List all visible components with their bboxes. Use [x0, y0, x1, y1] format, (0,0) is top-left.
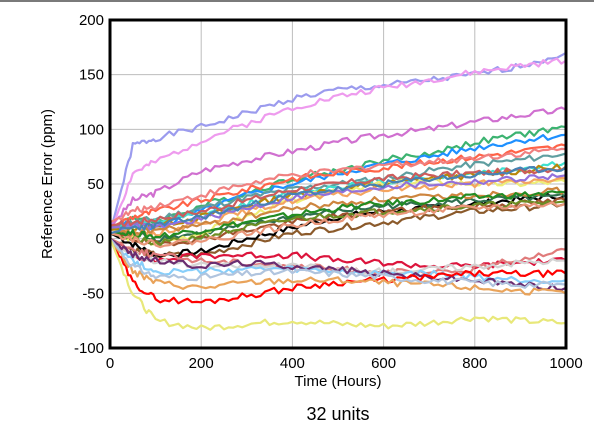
x-tick-label: 0 [106, 355, 114, 372]
x-tick-labels: 0 200 400 600 800 1000 [106, 355, 583, 372]
x-tick-label: 800 [462, 355, 487, 372]
series-line-3 [109, 106, 567, 229]
series-line-21 [109, 199, 567, 247]
y-tick-label: -50 [82, 285, 104, 302]
series-line-29 [109, 238, 567, 305]
series-line-4 [109, 125, 567, 229]
y-tick-label: 150 [79, 67, 104, 84]
series-line-20 [110, 190, 567, 240]
series-line-30 [109, 238, 567, 296]
top-rule [0, 0, 594, 2]
plot-frame [108, 18, 568, 350]
series-line-18 [110, 186, 567, 237]
x-tick-label: 400 [280, 355, 305, 372]
y-tick-label: -100 [74, 340, 104, 357]
y-tick-label: 50 [87, 176, 104, 193]
x-tick-label: 200 [189, 355, 214, 372]
series-line-31 [109, 237, 567, 289]
x-axis-title: Time (Hours) [295, 373, 382, 390]
series-line-6 [109, 201, 567, 259]
y-tick-labels: -100 -50 0 50 100 150 200 [74, 12, 104, 357]
series-line-23 [109, 166, 567, 235]
y-tick-label: 100 [79, 121, 104, 138]
y-tick-label: 200 [79, 12, 104, 29]
series-line-9 [109, 143, 567, 229]
series-lines [108, 51, 567, 331]
y-tick-label: 0 [96, 231, 104, 248]
series-line-32 [108, 238, 567, 331]
series-line-22 [109, 201, 567, 249]
series-line-10 [109, 147, 567, 224]
series-line-2 [108, 57, 567, 234]
chart-caption: 32 units [306, 404, 369, 424]
y-axis-title: Reference Error (ppm) [39, 109, 56, 259]
series-line-27 [109, 237, 567, 284]
x-tick-label: 600 [371, 355, 396, 372]
x-tick-label: 1000 [549, 355, 582, 372]
